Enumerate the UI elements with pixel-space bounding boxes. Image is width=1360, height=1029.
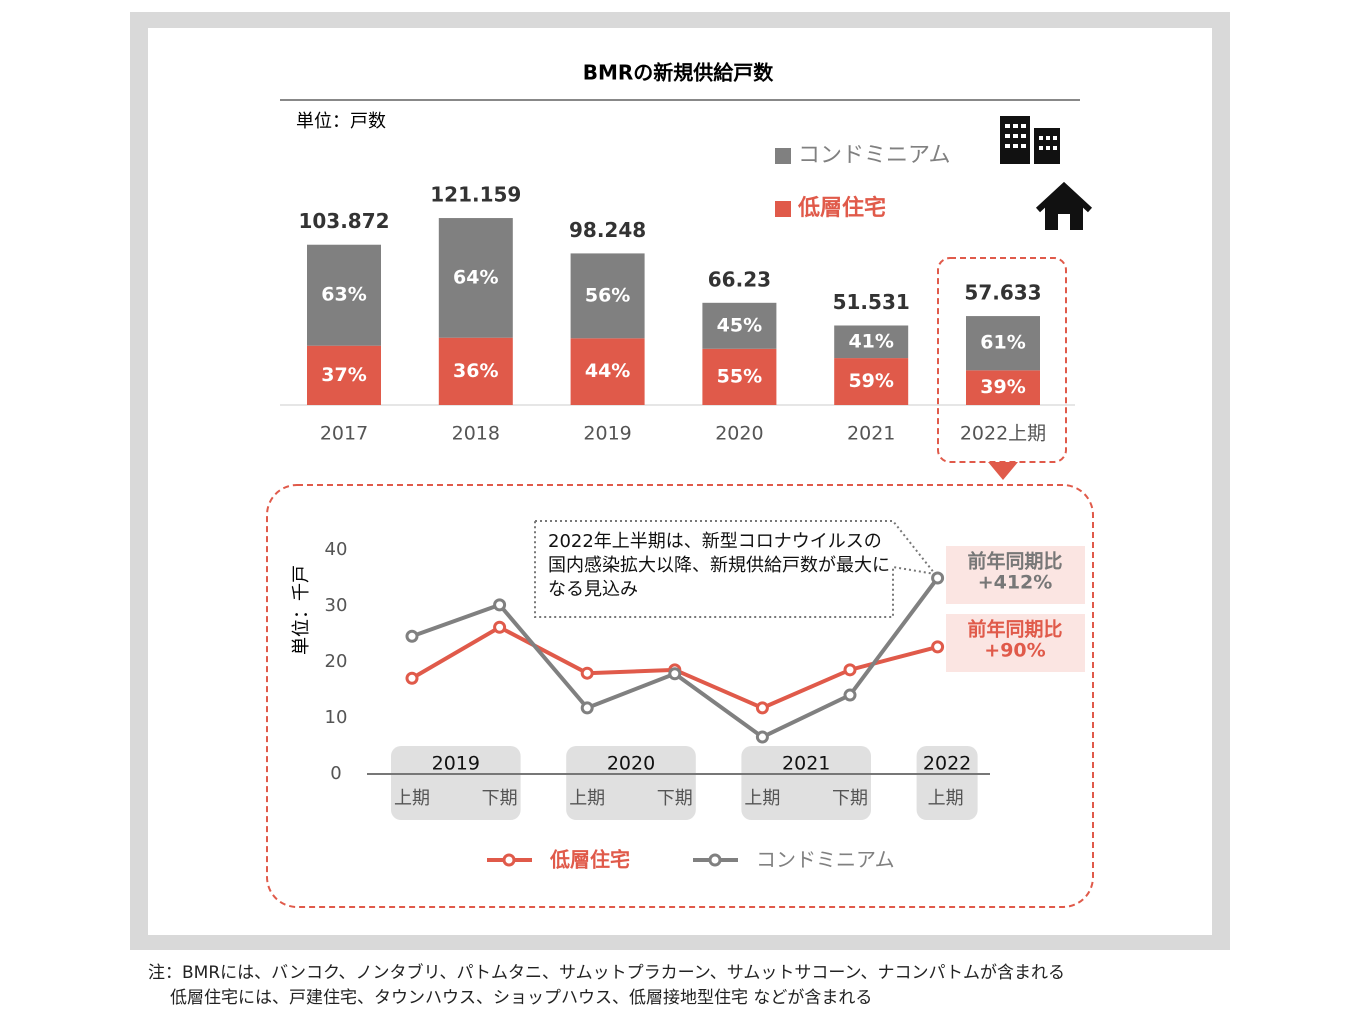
x-tick-label: 2018 — [452, 423, 500, 445]
marker — [843, 688, 857, 702]
legend-marker — [502, 853, 516, 867]
x-tick-label: 2019 — [583, 423, 631, 445]
y-tick-label: 30 — [325, 595, 348, 616]
legend-label: 低層住宅 — [797, 195, 886, 221]
callout-change: +90% — [984, 640, 1045, 662]
pointer — [988, 462, 1018, 480]
callout-box — [946, 614, 1085, 672]
x-tick-label: 下期 — [657, 788, 693, 809]
segment-label: 64% — [453, 266, 498, 288]
segment-label: 59% — [848, 370, 893, 392]
x-tick-label: 2017 — [320, 423, 368, 445]
total-label: 121.159 — [430, 183, 521, 207]
total-label: 66.23 — [708, 267, 771, 291]
y-axis-label: 単位：千戸 — [291, 565, 312, 655]
bar-segment — [307, 244, 381, 346]
legend-swatch — [775, 201, 791, 217]
bar-segment — [702, 302, 777, 349]
bar-segment — [834, 325, 909, 359]
marker — [755, 730, 769, 744]
bar-segment — [438, 337, 513, 405]
marker — [755, 701, 769, 715]
total-label: 57.633 — [964, 281, 1041, 305]
marker — [931, 571, 945, 585]
y-tick-label: 0 — [330, 763, 341, 784]
marker — [493, 598, 507, 612]
x-tick-label: 2021 — [847, 423, 895, 445]
annotation-box — [534, 520, 938, 618]
segment-label: 45% — [717, 314, 762, 336]
unit-label: 単位：戸数 — [296, 111, 386, 132]
bar-segment — [966, 370, 1040, 405]
marker — [580, 666, 594, 680]
group-label: 2019 — [432, 753, 480, 775]
group-box — [741, 746, 871, 820]
callout-change: +412% — [978, 572, 1053, 594]
marker — [580, 701, 594, 715]
note: 注：BMRには、バンコク、ノンタブリ、パトムタニ、サムットプラカーン、サムットサ… — [148, 962, 1065, 983]
legend-swatch — [775, 148, 791, 164]
x-tick-label: 2020 — [715, 423, 763, 445]
segment-label: 36% — [453, 360, 498, 382]
x-tick-label: 上期 — [569, 788, 605, 809]
segment-label: 37% — [321, 364, 366, 386]
bar-segment — [966, 316, 1040, 371]
marker — [931, 640, 945, 654]
group-label: 2020 — [607, 753, 655, 775]
building-icon — [1000, 116, 1060, 164]
legend-label: 低層住宅 — [549, 848, 630, 872]
bar-segment — [438, 218, 513, 338]
total-label: 98.248 — [569, 218, 646, 242]
x-tick-label: 上期 — [744, 788, 780, 809]
group-box — [391, 746, 521, 820]
total-label: 103.872 — [298, 209, 389, 233]
marker — [843, 663, 857, 677]
detail-box — [266, 484, 1094, 908]
callout-box — [946, 546, 1085, 604]
marker — [405, 671, 419, 685]
bar-segment — [307, 345, 381, 405]
callout-title: 前年同期比 — [967, 618, 1062, 641]
y-tick-label: 40 — [325, 539, 348, 560]
marker — [668, 667, 682, 681]
legend-label: コンドミニアム — [756, 848, 895, 872]
y-tick-label: 20 — [325, 651, 348, 672]
legend-marker — [708, 853, 722, 867]
segment-label: 61% — [980, 332, 1025, 354]
x-tick-label: 上期 — [394, 788, 430, 809]
callout-title: 前年同期比 — [967, 550, 1062, 573]
annotation: 2022年上半期は、新型コロナウイルスの国内感染拡大以降、新規供給戸数が最大にな… — [548, 531, 890, 600]
x-tick-label: 下期 — [482, 788, 518, 809]
bar-segment — [702, 348, 777, 405]
x-tick-label: 上期 — [928, 788, 964, 809]
note: 低層住宅には、戸建住宅、タウンハウス、ショップハウス、低層接地型住宅 などが含ま… — [170, 988, 872, 1008]
segment-label: 41% — [848, 330, 893, 352]
bar-segment — [834, 358, 909, 405]
marker — [493, 620, 507, 634]
chart-title: BMRの新規供給戸数 — [583, 61, 775, 85]
group-box — [916, 746, 978, 820]
x-tick-label: 2022上期 — [960, 423, 1046, 445]
bar-segment — [570, 338, 645, 405]
group-label: 2022 — [923, 753, 971, 775]
marker — [405, 629, 419, 643]
segment-label: 39% — [980, 376, 1025, 398]
bar-segment — [570, 253, 645, 339]
house-icon — [1035, 181, 1093, 230]
segment-label: 55% — [717, 365, 762, 387]
legend-label: コンドミニアム — [798, 143, 950, 168]
group-box — [566, 746, 696, 820]
segment-label: 44% — [585, 360, 630, 382]
y-tick-label: 10 — [325, 707, 348, 728]
total-label: 51.531 — [833, 290, 910, 314]
x-tick-label: 下期 — [832, 788, 868, 809]
segment-label: 56% — [585, 284, 630, 306]
segment-label: 63% — [321, 284, 366, 306]
group-label: 2021 — [782, 753, 830, 775]
